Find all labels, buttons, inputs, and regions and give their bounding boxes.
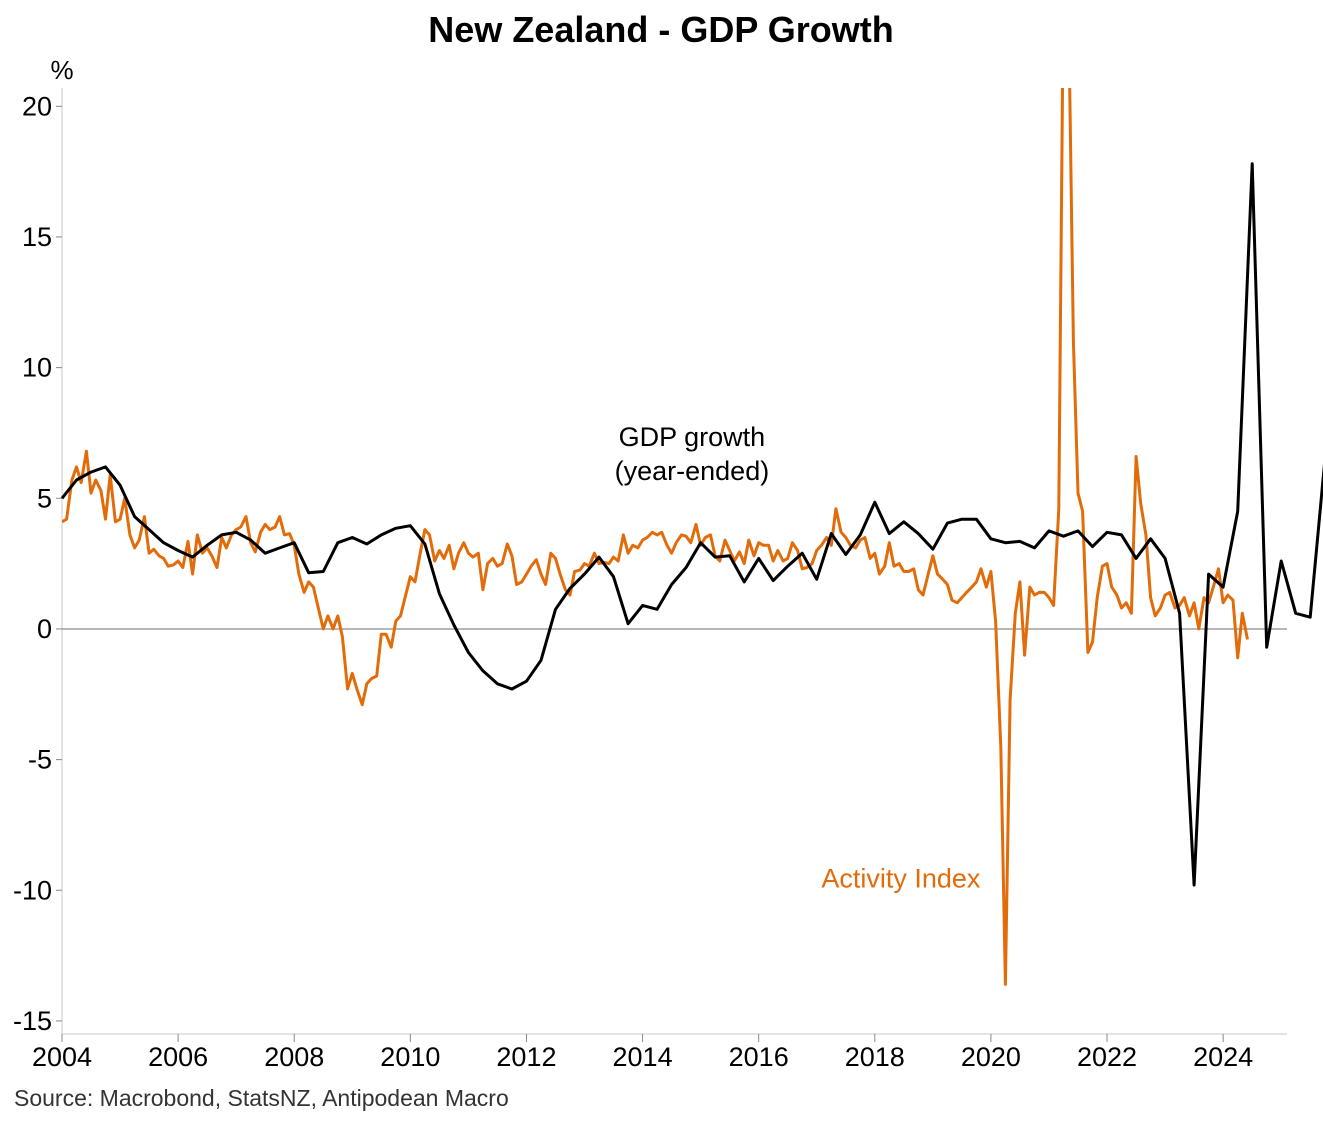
y-tick-label: 0 <box>37 614 52 644</box>
y-tick-label: -15 <box>13 1006 52 1036</box>
x-tick-label: 2024 <box>1193 1042 1253 1072</box>
x-tick-label: 2012 <box>496 1042 556 1072</box>
y-tick-label: 15 <box>22 222 52 252</box>
x-tick-label: 2018 <box>845 1042 905 1072</box>
annotations: GDP growth (year-ended) Activity Index <box>615 422 981 894</box>
series-line <box>60 162 1323 887</box>
y-tick-label: -5 <box>28 745 52 775</box>
x-tick-label: 2006 <box>148 1042 208 1072</box>
y-axis-unit-label: % <box>50 55 73 85</box>
y-tick-label: 20 <box>22 91 52 121</box>
x-tick-label: 2020 <box>961 1042 1021 1072</box>
series-annotation: Activity Index <box>821 864 981 894</box>
y-tick-label: -10 <box>13 875 52 905</box>
series-layer <box>60 88 1323 986</box>
series-line <box>62 88 1249 986</box>
x-tick-label: 2004 <box>32 1042 92 1072</box>
y-axis: -15 -10 -5 0 5 10 15 20 <box>13 91 62 1036</box>
x-tick-label: 2008 <box>264 1042 324 1072</box>
y-tick-label: 10 <box>22 353 52 383</box>
x-tick-label: 2010 <box>380 1042 440 1072</box>
y-tick-label: 5 <box>37 483 52 513</box>
x-tick-label: 2016 <box>729 1042 789 1072</box>
x-axis: 2004 2006 2008 2010 2012 2014 2016 2018 2020 2022… <box>32 1034 1253 1072</box>
x-tick-label: 2022 <box>1077 1042 1137 1072</box>
source-note: Source: Macrobond, StatsNZ, Antipodean M… <box>14 1085 509 1111</box>
x-tick-label: 2014 <box>613 1042 673 1072</box>
chart-title: New Zealand - GDP Growth <box>428 9 893 50</box>
series-annotation: GDP growth (year-ended) <box>615 422 770 486</box>
